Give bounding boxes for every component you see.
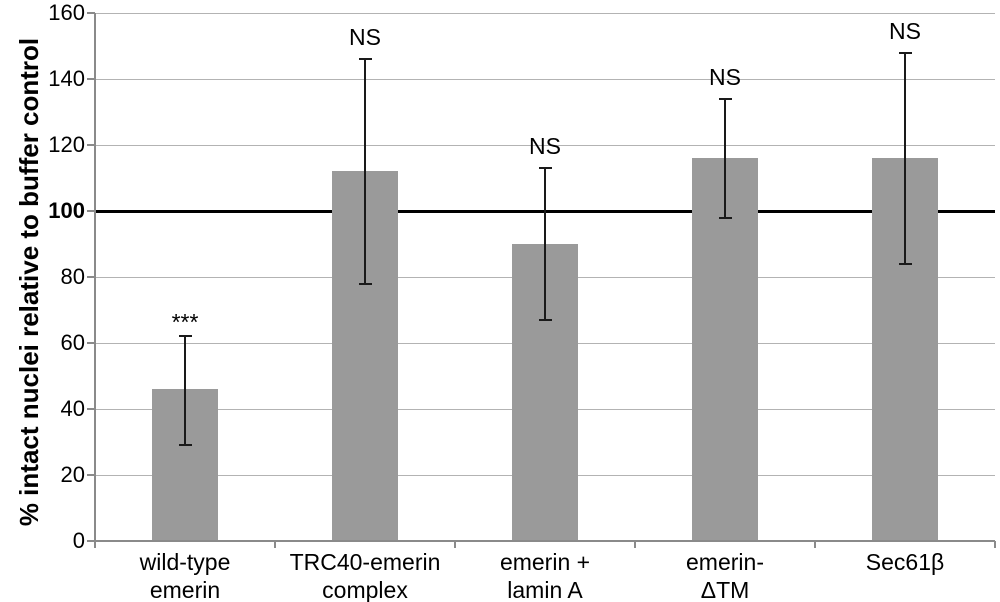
x-axis-label-3: emerin + lamin A	[455, 548, 635, 602]
error-bar-stem-4	[724, 98, 726, 218]
error-bar-cap-top-3	[538, 167, 552, 170]
error-bar-stem-2	[364, 59, 366, 284]
x-tick-3	[634, 541, 636, 548]
y-tick-label-140: 140	[48, 66, 85, 91]
error-bar-cap-bottom-1	[178, 444, 192, 447]
x-axis-label-line: emerin +	[499, 549, 591, 575]
error-bar-cap-top-1	[178, 335, 192, 338]
x-axis-label-line: Sec61β	[865, 549, 945, 575]
gridline-120	[95, 144, 995, 146]
significance-label-4: NS	[709, 63, 741, 90]
significance-label-1: ***	[171, 309, 199, 336]
x-axis-label-line: emerin	[149, 577, 221, 602]
y-tick-label-0: 0	[72, 528, 85, 553]
y-tick-40	[87, 408, 95, 410]
y-tick-label-60: 60	[60, 330, 85, 355]
error-bar-stem-3	[544, 168, 546, 320]
gridline-160	[95, 12, 995, 14]
y-tick-0	[87, 540, 95, 542]
y-tick-label-100: 100	[48, 198, 85, 223]
error-bar-cap-bottom-3	[538, 318, 552, 321]
y-tick-label-80: 80	[60, 264, 85, 289]
error-bar-stem-1	[184, 336, 186, 446]
y-tick-20	[87, 474, 95, 476]
x-axis-label-1: wild-type emerin	[95, 548, 275, 602]
y-axis-line	[94, 13, 96, 541]
y-tick-label-40: 40	[60, 396, 85, 421]
y-tick-140	[87, 78, 95, 80]
y-tick-120	[87, 144, 95, 146]
x-axis-label-line: lamin A	[507, 577, 583, 602]
significance-label-2: NS	[349, 24, 381, 51]
error-bar-stem-5	[904, 52, 906, 264]
x-axis-label-line: wild-type	[139, 549, 231, 575]
x-tick-1	[274, 541, 276, 548]
error-bar-cap-top-4	[718, 97, 732, 100]
x-axis-label-5: Sec61β	[815, 548, 995, 576]
significance-label-3: NS	[529, 133, 561, 160]
x-axis-label-4: emerin- ΔTM	[635, 548, 815, 602]
significance-label-5: NS	[889, 17, 921, 44]
error-bar-cap-bottom-4	[718, 216, 732, 219]
x-axis-label-line: TRC40-emerin	[289, 549, 441, 575]
y-tick-label-20: 20	[60, 462, 85, 487]
x-axis-label-2: TRC40-emerin complex	[275, 548, 455, 602]
gridline-140	[95, 78, 995, 80]
x-axis-label-line: complex	[322, 577, 408, 602]
y-tick-label-120: 120	[48, 132, 85, 157]
x-tick-4	[814, 541, 816, 548]
x-axis-label-line: ΔTM	[700, 577, 750, 602]
y-tick-160	[87, 12, 95, 14]
y-tick-label-160: 160	[48, 0, 85, 25]
error-bar-cap-bottom-2	[358, 282, 372, 285]
bar-4	[692, 158, 758, 541]
x-axis-label-line: emerin-	[686, 549, 764, 575]
x-axis-line	[94, 540, 995, 542]
y-tick-80	[87, 276, 95, 278]
error-bar-cap-top-2	[358, 58, 372, 61]
y-tick-60	[87, 342, 95, 344]
y-tick-100	[87, 210, 95, 212]
x-tick-5	[994, 541, 996, 548]
x-tick-2	[454, 541, 456, 548]
error-bar-cap-bottom-5	[898, 262, 912, 265]
error-bar-cap-top-5	[898, 51, 912, 54]
x-tick-0	[94, 541, 96, 548]
